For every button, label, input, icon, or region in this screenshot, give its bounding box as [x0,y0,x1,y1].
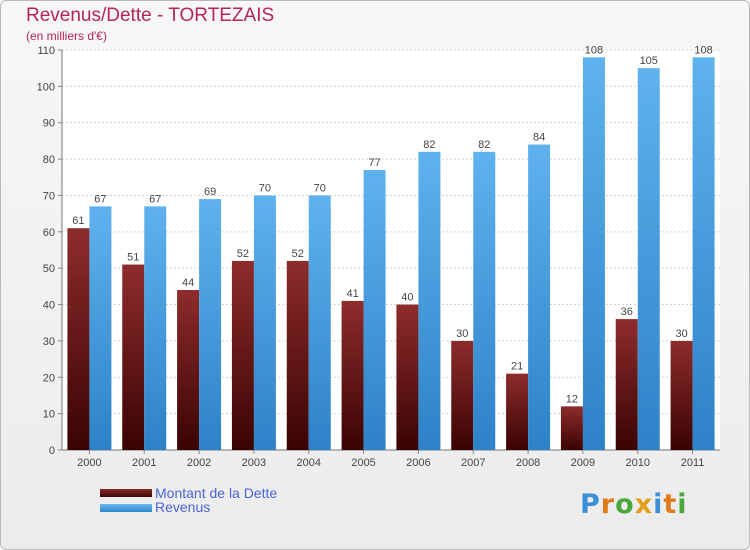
data-label-revenus: 108 [694,44,712,56]
y-tick-label: 30 [43,336,55,348]
data-label-revenus: 70 [314,182,326,194]
data-label-dette: 52 [237,248,249,260]
data-label-dette: 44 [182,277,194,289]
x-tick-label: 2008 [516,457,540,469]
legend-swatch-revenus [100,504,152,512]
data-label-dette: 12 [566,393,578,405]
y-tick-label: 20 [43,372,55,384]
y-tick-label: 80 [43,154,55,166]
data-label-revenus: 67 [149,193,161,205]
data-label-dette: 36 [621,306,633,318]
bar-dette [506,373,529,450]
data-label-revenus: 82 [423,139,435,151]
legend-label-dette: Montant de la Dette [155,485,278,501]
bar-dette [396,304,419,450]
data-label-dette: 51 [127,252,139,264]
data-label-dette: 40 [401,292,413,304]
bar-dette [560,406,583,450]
x-tick-label: 2011 [681,457,705,469]
legend-label-revenus: Revenus [155,499,211,515]
logo-letter: r [600,489,616,520]
bar-dette [451,340,474,450]
bar-revenus [418,151,441,450]
logo-letter: i [653,489,664,520]
bar-revenus [89,206,112,450]
y-tick-label: 0 [49,445,55,457]
data-label-dette: 30 [456,328,468,340]
y-tick-label: 40 [43,300,55,312]
logo-letter: i [677,489,688,520]
data-label-dette: 30 [675,328,687,340]
data-label-revenus: 105 [640,55,658,67]
x-tick-label: 2004 [297,457,321,469]
data-label-dette: 21 [511,361,523,373]
chart-title: Revenus/Dette - TORTEZAIS [26,5,275,26]
chart-subtitle: (en milliers d'€) [26,29,107,43]
bar-dette [67,228,90,450]
x-tick-label: 2000 [77,457,101,469]
x-tick-label: 2005 [351,457,375,469]
x-tick-label: 2007 [461,457,485,469]
y-tick-label: 60 [43,227,55,239]
data-label-revenus: 77 [368,157,380,169]
data-label-revenus: 67 [94,193,106,205]
bar-revenus [253,195,276,450]
x-tick-label: 2002 [187,457,211,469]
x-tick-label: 2006 [406,457,430,469]
bar-revenus [144,206,167,450]
data-label-revenus: 70 [259,182,271,194]
data-label-revenus: 108 [585,44,603,56]
bar-revenus [308,195,331,450]
data-label-revenus: 84 [533,132,545,144]
bar-revenus [582,57,605,450]
data-label-revenus: 69 [204,186,216,198]
data-label-revenus: 82 [478,139,490,151]
bar-revenus [363,170,386,450]
y-tick-label: 100 [37,81,55,93]
bar-dette [615,319,638,450]
bar-dette [286,260,309,450]
bar-dette [341,300,364,450]
y-tick-label: 70 [43,190,55,202]
proxiti-logo: Proxiti [580,489,688,520]
bar-revenus [637,68,660,450]
x-tick-label: 2001 [132,457,156,469]
logo-letter: t [663,489,678,520]
y-tick-label: 10 [43,409,55,421]
plot-area [62,50,720,450]
bar-revenus [528,144,551,450]
y-tick-label: 90 [43,118,55,130]
y-tick-label: 110 [37,45,55,57]
x-tick-label: 2003 [242,457,266,469]
bar-dette [670,340,693,450]
legend-swatch-dette [100,489,152,497]
bar-dette [177,290,200,450]
bar-revenus [692,57,715,450]
bar-dette [231,260,254,450]
y-tick-label: 50 [43,263,55,275]
bar-revenus [473,151,496,450]
data-label-dette: 41 [346,288,358,300]
logo-letter: x [634,489,654,520]
data-label-dette: 61 [72,215,84,227]
bar-revenus [199,199,222,450]
logo-letter: P [580,489,601,520]
data-label-dette: 52 [292,248,304,260]
bar-dette [122,264,145,450]
logo-letter: o [615,489,635,520]
x-tick-label: 2009 [571,457,595,469]
x-tick-label: 2010 [626,457,650,469]
